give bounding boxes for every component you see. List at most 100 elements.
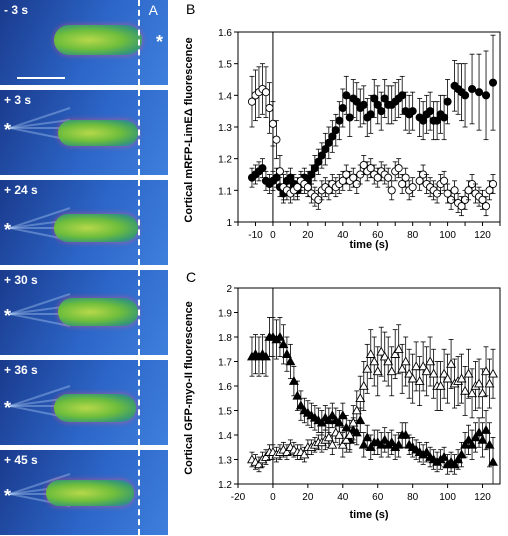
data-point [446, 358, 457, 368]
data-point [337, 439, 348, 449]
y-tick-label: 1.5 [218, 60, 232, 71]
frame-time-label: + 45 s [4, 453, 38, 467]
data-point [449, 459, 460, 469]
panel-label-b: B [186, 1, 195, 17]
data-point [359, 100, 368, 109]
x-tick-label: 80 [407, 230, 419, 241]
data-point [468, 84, 477, 94]
data-point [366, 110, 375, 119]
data-point [488, 456, 498, 466]
cell-image [54, 394, 136, 422]
data-point [467, 439, 478, 449]
data-point [272, 135, 281, 144]
data-point [323, 432, 334, 442]
data-point [344, 429, 355, 439]
data-point [421, 447, 432, 456]
data-point [355, 393, 366, 403]
x-tick-label: 120 [474, 230, 491, 241]
data-point [481, 424, 491, 434]
data-point [260, 451, 271, 461]
x-tick-label: 60 [372, 230, 384, 241]
frame-time-label: - 3 s [4, 3, 29, 17]
x-tick-label: 100 [439, 492, 456, 503]
data-point [488, 78, 498, 87]
micrograph-panel-column: - 3 s * A + 3 s * + 24 s * + 30 s * + 36 s * + 45 s… [0, 0, 170, 536]
data-point [376, 346, 387, 356]
data-point [265, 103, 274, 113]
data-point [456, 373, 467, 383]
data-point [268, 119, 277, 128]
micrograph-frame: + 30 s * [0, 270, 168, 355]
y-tick-label: 1.1 [218, 186, 232, 197]
data-point [323, 415, 334, 425]
data-point [327, 439, 338, 449]
x-tick-label: 20 [302, 230, 314, 241]
data-point [342, 91, 351, 100]
data-point [362, 432, 373, 442]
y-tick-label: 1.8 [218, 333, 232, 344]
data-point [386, 437, 397, 447]
needle-position-marker: * [4, 220, 12, 240]
frame-time-label: + 36 s [4, 363, 38, 377]
y-tick-label: 1.6 [218, 382, 232, 393]
data-point [386, 366, 397, 376]
data-point [387, 186, 396, 195]
cell-image [58, 120, 138, 146]
x-tick-label: 20 [302, 492, 314, 503]
data-point [463, 368, 474, 378]
data-point [377, 107, 386, 116]
data-point [481, 202, 491, 211]
reference-dashed-line [138, 450, 140, 535]
cell-image [46, 480, 134, 506]
frame-time-label: + 24 s [4, 183, 38, 197]
y-tick-label: 1.5 [218, 407, 232, 418]
y-axis-label-c: Cortical GFP-myo-II fluorescence [183, 301, 195, 475]
data-point [474, 88, 484, 97]
data-point [443, 97, 452, 106]
data-point [258, 164, 267, 173]
data-point [400, 356, 411, 366]
reference-dashed-line [138, 270, 140, 355]
data-point [411, 361, 422, 371]
data-point [428, 368, 439, 378]
data-point [425, 356, 436, 366]
data-point [394, 164, 403, 173]
data-point [335, 116, 344, 125]
data-point [376, 439, 387, 449]
data-point [393, 439, 404, 449]
x-tick-label: 80 [407, 492, 419, 503]
y-tick-label: 2 [226, 284, 232, 295]
data-point [456, 449, 467, 459]
data-point [338, 103, 347, 113]
data-point [341, 434, 352, 444]
panel-label-a: A [148, 2, 158, 18]
data-point [481, 91, 491, 100]
y-tick-label: 1.4 [218, 431, 232, 442]
data-point [474, 378, 485, 388]
data-point [484, 378, 495, 388]
data-point [390, 349, 401, 358]
data-point [278, 339, 289, 349]
data-point [460, 439, 471, 449]
micrograph-frame: + 24 s * [0, 180, 168, 265]
data-point [292, 390, 303, 400]
data-point [426, 107, 435, 116]
micrograph-frame: - 3 s * A [0, 0, 168, 85]
data-point [285, 356, 296, 366]
data-point [316, 417, 327, 427]
data-point [261, 88, 270, 97]
data-point [477, 388, 488, 398]
data-point [358, 439, 369, 449]
x-tick-label: 60 [372, 492, 384, 503]
data-point [400, 429, 411, 439]
data-point [404, 368, 415, 378]
data-point [288, 375, 299, 385]
data-point [379, 434, 390, 444]
data-point [295, 400, 306, 410]
cell-image [54, 214, 138, 242]
reference-dashed-line [138, 360, 140, 445]
data-point [440, 113, 449, 122]
data-point [365, 349, 376, 358]
cell-image [54, 25, 142, 55]
y-tick-label: 1 [226, 218, 232, 229]
